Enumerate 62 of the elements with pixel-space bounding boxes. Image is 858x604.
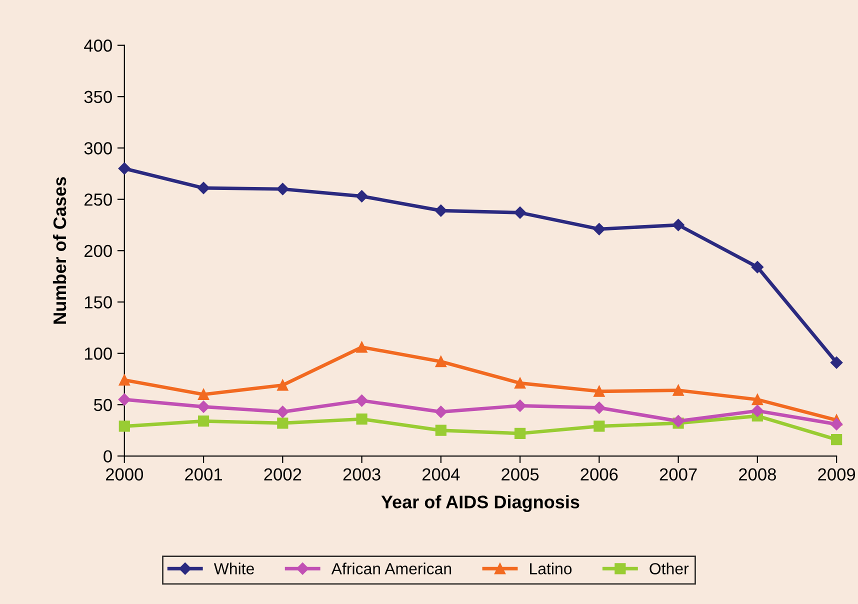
point	[514, 428, 526, 439]
point	[277, 418, 288, 429]
x-tick-label: 2009	[818, 468, 856, 481]
y-tick-label: 200	[84, 244, 112, 258]
point	[672, 384, 684, 396]
point	[594, 420, 605, 432]
point	[118, 374, 130, 386]
x-axis-title: Year of AIDS Diagnosis	[381, 495, 580, 512]
point	[356, 414, 368, 425]
y-axis-title: Number of Cases	[52, 177, 66, 324]
point	[356, 190, 368, 202]
x-tick-label: 2006	[580, 468, 618, 481]
point	[277, 380, 288, 391]
point	[830, 418, 843, 430]
point	[830, 434, 842, 446]
point	[118, 162, 131, 175]
y-tick-label: 300	[84, 142, 112, 154]
legend-label: Other	[650, 562, 689, 574]
point	[118, 393, 131, 406]
point	[672, 415, 684, 428]
x-tick-label: 2000	[106, 468, 144, 481]
point	[594, 386, 605, 397]
y-tick-label: 50	[94, 398, 112, 412]
x-tick-label: 2002	[264, 468, 302, 481]
y-tick-label: 150	[84, 296, 112, 308]
point	[593, 223, 606, 236]
point	[276, 406, 289, 418]
legend-label: White	[214, 562, 254, 574]
point	[514, 378, 526, 389]
point	[198, 416, 210, 427]
point	[514, 400, 526, 412]
y-tick-label: 250	[84, 193, 112, 206]
legend-label: Latino	[530, 562, 572, 574]
y-tick-label: 400	[84, 39, 112, 52]
point	[672, 218, 684, 232]
point	[435, 356, 446, 368]
x-tick-label: 2007	[660, 468, 697, 481]
point	[752, 394, 763, 406]
x-tick-label: 2001	[185, 468, 222, 481]
point	[435, 424, 446, 436]
y-tick-label: 350	[84, 90, 112, 104]
x-tick-label: 2003	[343, 468, 380, 481]
point	[830, 356, 843, 369]
point	[751, 260, 764, 274]
point	[751, 404, 764, 417]
point	[434, 204, 448, 217]
point	[197, 400, 210, 413]
point	[118, 420, 130, 432]
y-tick-label: 0	[104, 450, 112, 462]
x-tick-label: 2005	[502, 468, 539, 481]
point	[356, 394, 368, 407]
point	[514, 206, 526, 219]
y-tick-label: 100	[84, 348, 112, 360]
x-tick-label: 2008	[738, 468, 776, 481]
point	[197, 182, 210, 194]
point	[276, 182, 289, 196]
point	[198, 388, 210, 400]
legend-label: African American	[331, 562, 452, 574]
point	[356, 342, 368, 353]
point	[593, 402, 606, 414]
point	[434, 406, 448, 418]
x-tick-label: 2004	[422, 468, 460, 481]
